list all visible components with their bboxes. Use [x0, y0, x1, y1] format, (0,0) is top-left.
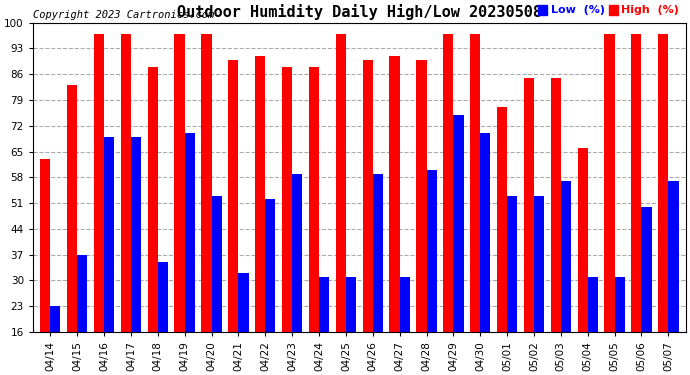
Bar [551, 78, 561, 375]
Bar [319, 277, 329, 375]
Bar [631, 34, 642, 375]
Bar [201, 34, 212, 375]
Title: Outdoor Humidity Daily High/Low 20230508: Outdoor Humidity Daily High/Low 20230508 [177, 4, 542, 20]
Bar [658, 34, 669, 375]
Bar [400, 277, 410, 375]
Bar [255, 56, 265, 375]
Bar [561, 181, 571, 375]
Bar [507, 196, 518, 375]
Bar [175, 34, 185, 375]
Bar [309, 67, 319, 375]
Bar [158, 262, 168, 375]
Bar [67, 85, 77, 375]
Bar [669, 181, 678, 375]
Bar [228, 60, 239, 375]
Bar [282, 67, 292, 375]
Bar [443, 34, 453, 375]
Bar [389, 56, 400, 375]
Bar [470, 34, 480, 375]
Bar [292, 174, 302, 375]
Bar [185, 133, 195, 375]
Bar [373, 174, 383, 375]
Bar [121, 34, 131, 375]
Bar [335, 34, 346, 375]
Bar [524, 78, 534, 375]
Bar [426, 170, 437, 375]
Bar [534, 196, 544, 375]
Legend: Low  (%), High  (%): Low (%), High (%) [538, 3, 680, 16]
Bar [588, 277, 598, 375]
Bar [50, 306, 61, 375]
Bar [497, 107, 507, 375]
Bar [362, 60, 373, 375]
Bar [453, 115, 464, 375]
Bar [94, 34, 104, 375]
Bar [480, 133, 491, 375]
Bar [77, 255, 88, 375]
Bar [239, 273, 248, 375]
Bar [148, 67, 158, 375]
Bar [104, 137, 115, 375]
Bar [642, 207, 651, 375]
Bar [40, 159, 50, 375]
Bar [416, 60, 426, 375]
Bar [578, 148, 588, 375]
Bar [615, 277, 625, 375]
Text: Copyright 2023 Cartronics.com: Copyright 2023 Cartronics.com [33, 10, 214, 20]
Bar [131, 137, 141, 375]
Bar [604, 34, 615, 375]
Bar [346, 277, 356, 375]
Bar [212, 196, 221, 375]
Bar [265, 200, 275, 375]
